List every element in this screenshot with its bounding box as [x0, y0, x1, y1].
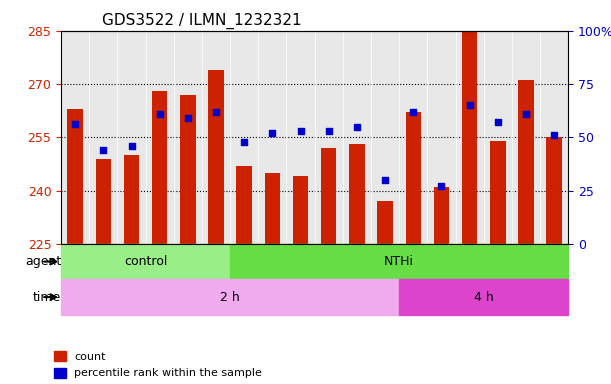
- Point: [126, 143, 136, 149]
- Bar: [321, 148, 337, 244]
- Bar: [236, 166, 252, 244]
- Bar: [208, 70, 224, 244]
- Bar: [434, 187, 449, 244]
- Bar: [546, 137, 562, 244]
- Bar: [124, 155, 139, 244]
- Bar: [61, 279, 399, 315]
- Text: GDS3522 / ILMN_1232321: GDS3522 / ILMN_1232321: [101, 13, 301, 29]
- Point: [183, 115, 193, 121]
- Bar: [518, 80, 534, 244]
- Bar: [61, 244, 230, 279]
- Bar: [378, 201, 393, 244]
- Point: [380, 177, 390, 183]
- Bar: [95, 159, 111, 244]
- Point: [352, 124, 362, 130]
- Point: [98, 147, 108, 153]
- Legend: count, percentile rank within the sample: count, percentile rank within the sample: [54, 351, 262, 379]
- Point: [268, 130, 277, 136]
- Bar: [399, 279, 568, 315]
- Bar: [230, 244, 568, 279]
- Point: [324, 128, 334, 134]
- Text: NTHi: NTHi: [384, 255, 414, 268]
- Point: [155, 111, 164, 117]
- Point: [70, 121, 80, 127]
- Bar: [349, 144, 365, 244]
- Bar: [406, 113, 421, 244]
- Bar: [180, 94, 196, 244]
- Point: [408, 109, 418, 115]
- Point: [521, 111, 531, 117]
- Bar: [293, 176, 309, 244]
- Text: control: control: [124, 255, 167, 268]
- Bar: [490, 141, 505, 244]
- Text: time: time: [33, 291, 61, 304]
- Point: [240, 139, 249, 145]
- Point: [296, 128, 306, 134]
- Point: [493, 119, 503, 126]
- Point: [211, 109, 221, 115]
- Point: [549, 132, 559, 138]
- Text: agent: agent: [25, 255, 61, 268]
- Bar: [462, 31, 477, 244]
- Text: 2 h: 2 h: [221, 291, 240, 304]
- Bar: [265, 173, 280, 244]
- Bar: [152, 91, 167, 244]
- Text: 4 h: 4 h: [474, 291, 494, 304]
- Point: [436, 183, 446, 189]
- Point: [465, 102, 475, 108]
- Bar: [67, 109, 83, 244]
